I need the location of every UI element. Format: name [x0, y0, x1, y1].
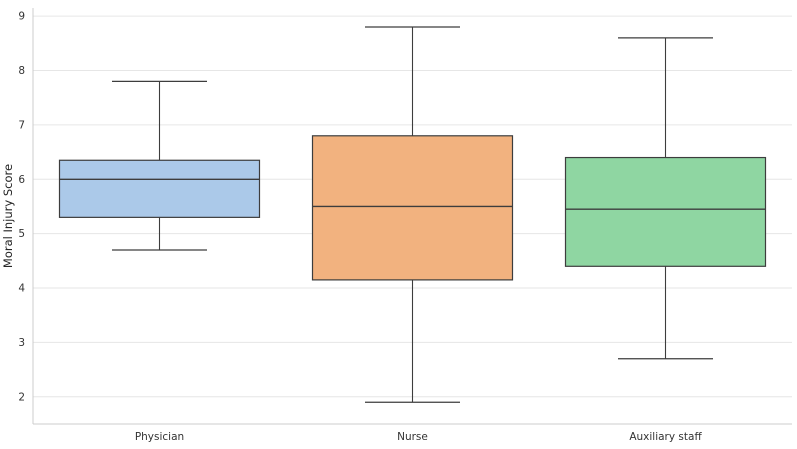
x-category-label: Nurse — [397, 431, 428, 443]
y-tick-label: 2 — [18, 391, 25, 403]
x-category-label: Physician — [135, 431, 184, 443]
y-tick-label: 9 — [18, 11, 25, 23]
box-physician — [58, 159, 261, 218]
box-auxiliary-staff — [564, 156, 767, 267]
x-category-label: Auxiliary staff — [629, 431, 702, 443]
y-tick-label: 8 — [18, 65, 25, 77]
y-tick-label: 5 — [18, 228, 25, 240]
y-tick-label: 3 — [18, 337, 25, 349]
y-axis-label: Moral Injury Score — [1, 164, 15, 268]
y-tick-label: 6 — [18, 174, 25, 186]
y-tick-label: 7 — [18, 119, 25, 131]
y-tick-label: 4 — [18, 283, 25, 295]
box-nurse — [311, 135, 514, 281]
